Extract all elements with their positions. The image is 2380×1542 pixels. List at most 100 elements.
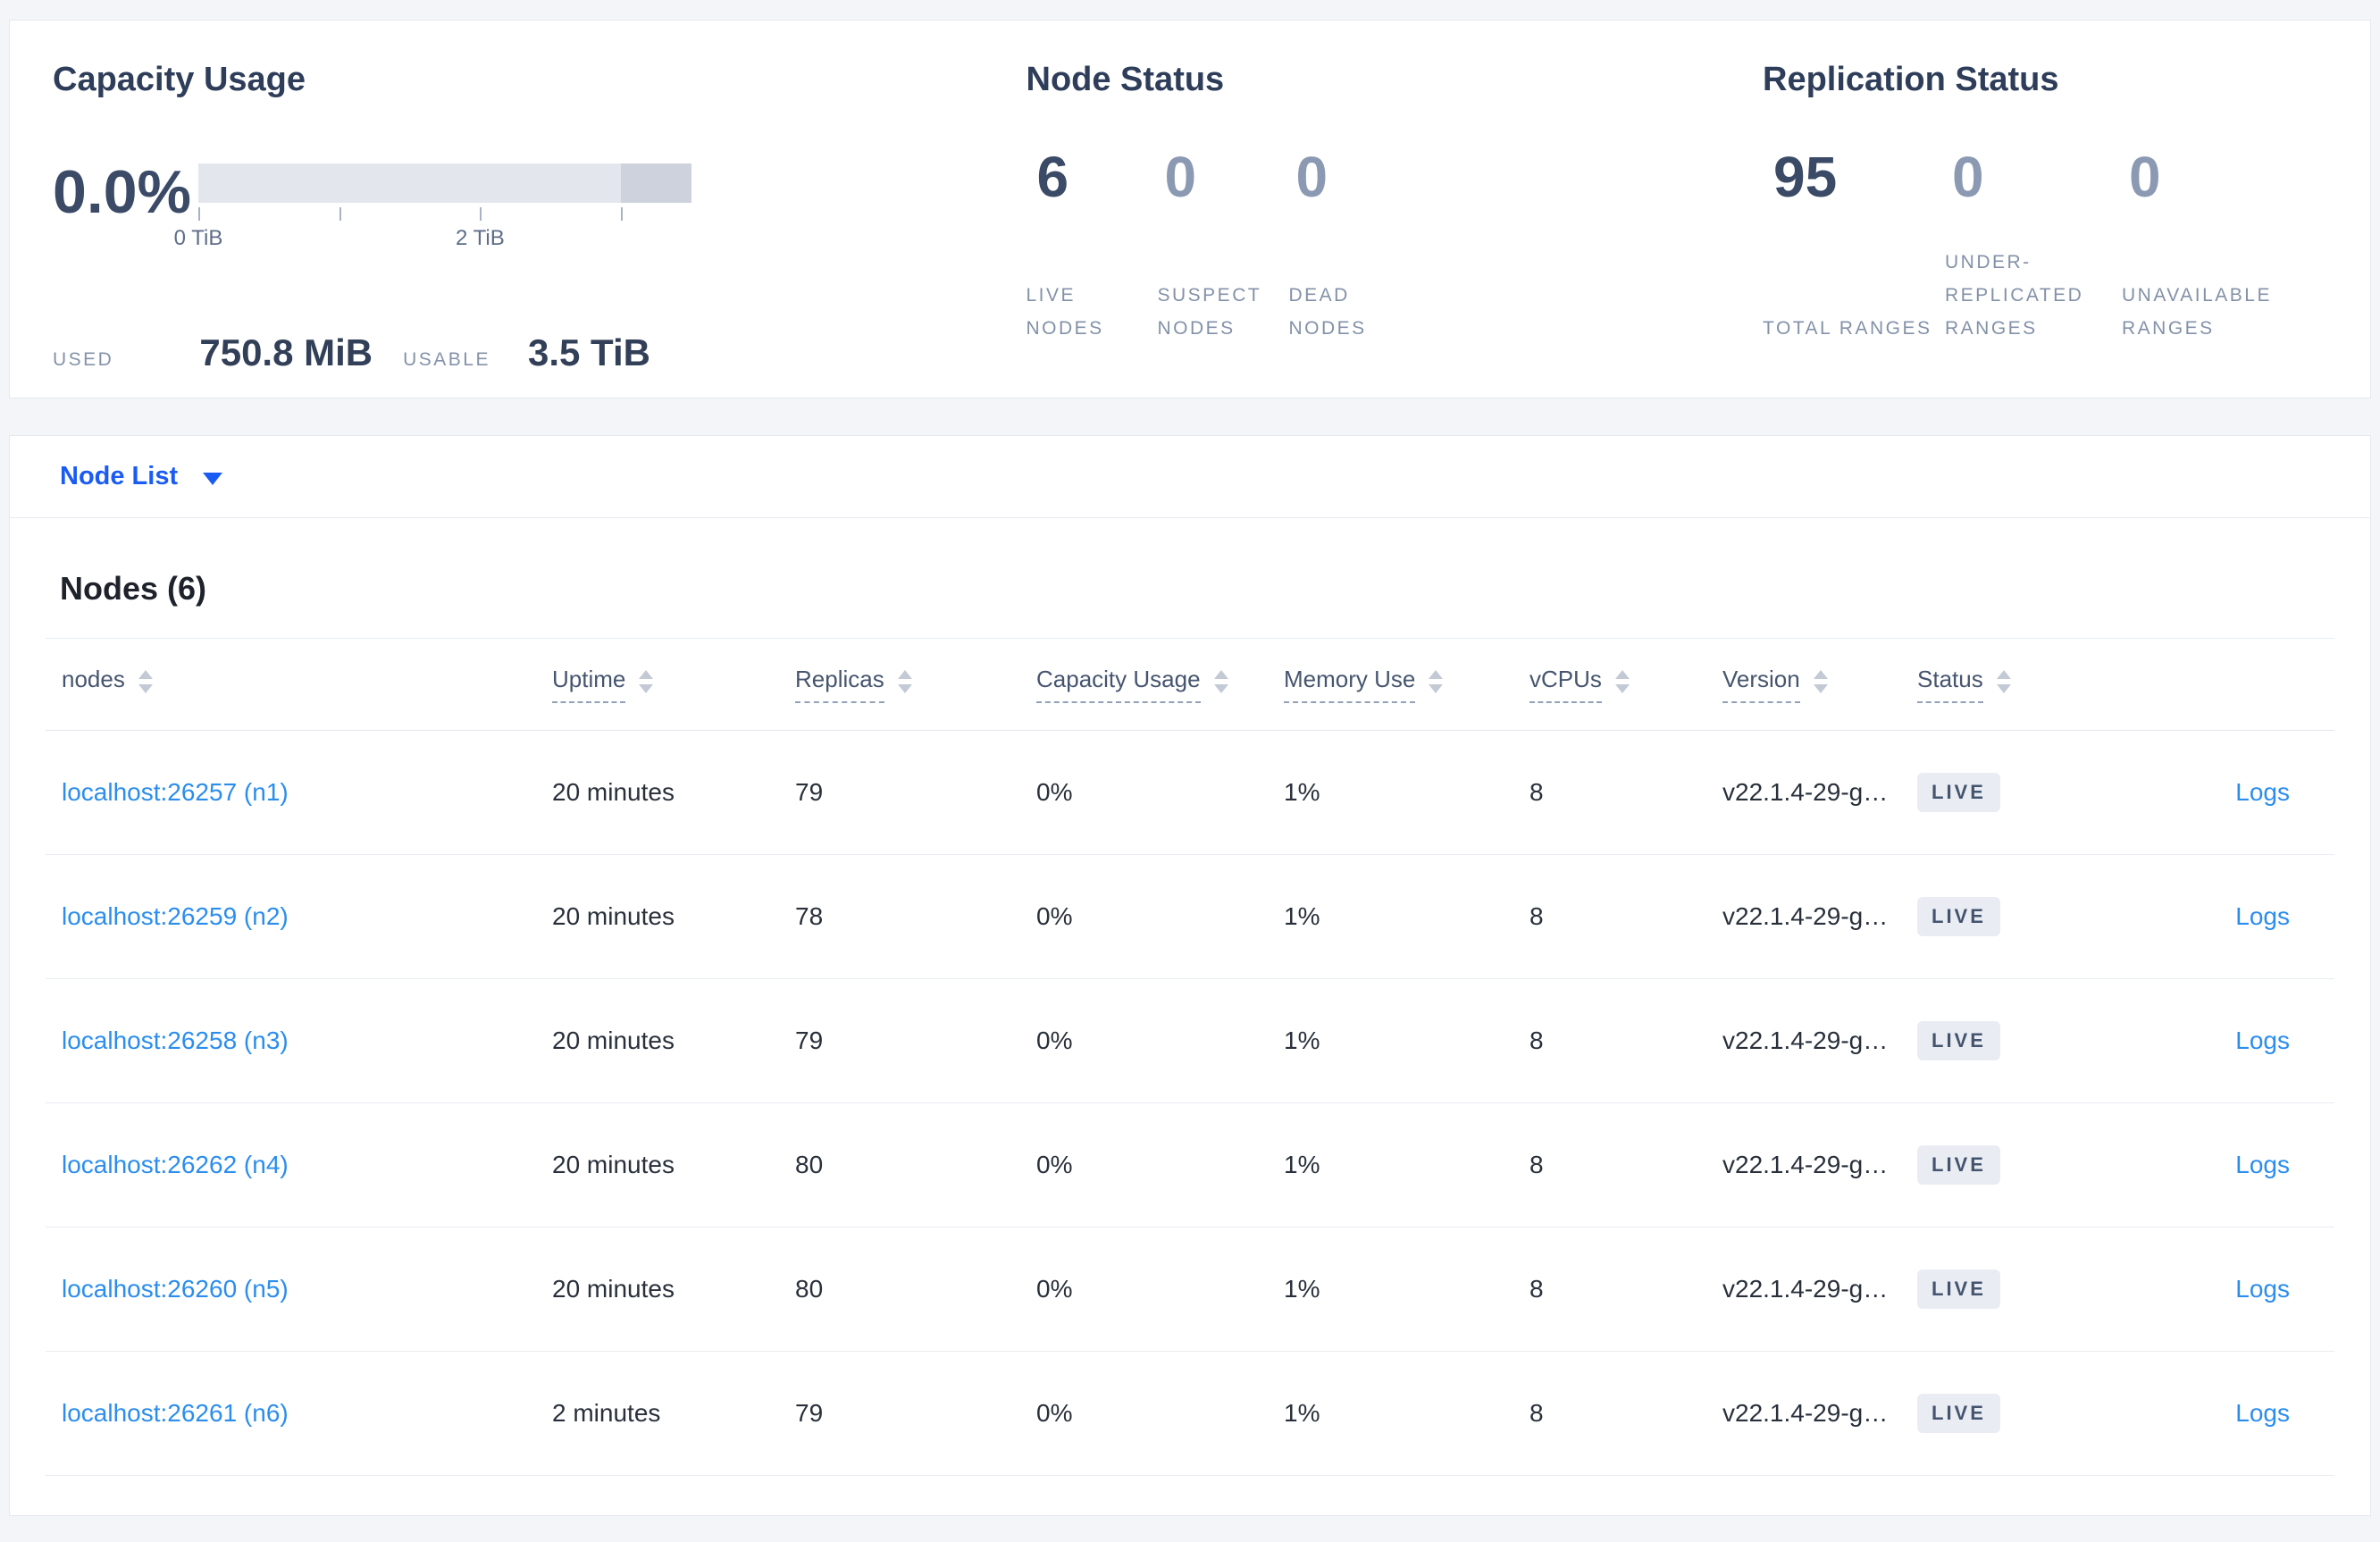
node-list-dropdown[interactable]: Node List bbox=[60, 462, 223, 491]
axis-tick bbox=[339, 206, 341, 221]
sort-icon bbox=[897, 670, 912, 693]
total-ranges-stat: 95 TOTAL RANGES bbox=[1763, 147, 1945, 346]
node-link[interactable]: localhost:26260 (n5) bbox=[62, 1275, 289, 1303]
version-cell: v22.1.4-29-g… bbox=[1722, 902, 1889, 930]
column-header-vcpus[interactable]: vCPUs bbox=[1529, 666, 1630, 703]
node-link[interactable]: localhost:26259 (n2) bbox=[62, 902, 289, 930]
unavailable-ranges-stat: 0 UNAVAILABLE RANGES bbox=[2122, 147, 2327, 346]
version-cell: v22.1.4-29-g… bbox=[1722, 1275, 1889, 1303]
logs-link[interactable]: Logs bbox=[2235, 1399, 2290, 1427]
column-header-status[interactable]: Status bbox=[1917, 666, 2011, 703]
table-row: localhost:26262 (n4) 20 minutes 80 0% 1%… bbox=[46, 1103, 2334, 1228]
total-ranges-value: 95 bbox=[1773, 144, 1838, 209]
under-replicated-ranges-stat: 0 UNDER-REPLICATED RANGES bbox=[1945, 147, 2122, 346]
node-link[interactable]: localhost:26262 (n4) bbox=[62, 1151, 289, 1178]
status-badge: LIVE bbox=[1917, 773, 2000, 812]
capacity-usage-cell: 0% bbox=[1036, 1027, 1073, 1054]
used-value: 750.8 MiB bbox=[199, 331, 373, 373]
dead-nodes-value: 0 bbox=[1295, 144, 1328, 209]
memory-use-cell: 1% bbox=[1284, 1275, 1320, 1303]
view-selector-bar: Node List bbox=[10, 436, 2370, 518]
sort-icon bbox=[1996, 670, 2011, 693]
replicas-cell: 79 bbox=[795, 1027, 824, 1054]
live-nodes-label: LIVE NODES bbox=[1026, 285, 1104, 339]
column-header-version[interactable]: Version bbox=[1722, 666, 1828, 703]
replicas-cell: 79 bbox=[795, 778, 824, 806]
replicas-cell: 79 bbox=[795, 1399, 824, 1427]
uptime-cell: 20 minutes bbox=[552, 1151, 675, 1178]
node-list-dropdown-label: Node List bbox=[60, 462, 179, 490]
axis-tick bbox=[480, 206, 482, 221]
logs-link[interactable]: Logs bbox=[2235, 1151, 2290, 1178]
suspect-nodes-label: SUSPECT NODES bbox=[1157, 285, 1261, 339]
table-row: localhost:26259 (n2) 20 minutes 78 0% 1%… bbox=[46, 855, 2334, 979]
logs-link[interactable]: Logs bbox=[2235, 902, 2290, 930]
table-row: localhost:26261 (n6) 2 minutes 79 0% 1% … bbox=[46, 1352, 2334, 1476]
dead-nodes-stat: 0 DEAD NODES bbox=[1289, 147, 1441, 346]
table-row: localhost:26258 (n3) 20 minutes 79 0% 1%… bbox=[46, 979, 2334, 1103]
capacity-axis-labels: 0 TiB 2 TiB bbox=[174, 222, 691, 250]
status-badge: LIVE bbox=[1917, 1394, 2000, 1433]
logs-link[interactable]: Logs bbox=[2235, 1275, 2290, 1303]
vcpus-cell: 8 bbox=[1529, 902, 1544, 930]
sort-icon bbox=[1813, 670, 1828, 693]
axis-tick-label: 2 TiB bbox=[456, 225, 505, 250]
version-cell: v22.1.4-29-g… bbox=[1722, 778, 1889, 806]
under-replicated-ranges-value: 0 bbox=[1952, 144, 1984, 209]
status-badge: LIVE bbox=[1917, 1270, 2000, 1309]
uptime-cell: 20 minutes bbox=[552, 778, 675, 806]
capacity-usage-cell: 0% bbox=[1036, 1275, 1073, 1303]
total-ranges-label: TOTAL RANGES bbox=[1763, 317, 1932, 339]
column-header-capacity-usage[interactable]: Capacity Usage bbox=[1036, 666, 1228, 703]
sort-icon bbox=[1429, 670, 1444, 693]
memory-use-cell: 1% bbox=[1284, 1151, 1320, 1178]
replication-status-panel: Replication Status 95 TOTAL RANGES 0 UND… bbox=[1763, 60, 2327, 398]
uptime-cell: 2 minutes bbox=[552, 1399, 661, 1427]
column-header-uptime[interactable]: Uptime bbox=[552, 666, 654, 703]
capacity-usage-cell: 0% bbox=[1036, 1399, 1073, 1427]
unavailable-ranges-value: 0 bbox=[2129, 144, 2161, 209]
column-header-replicas[interactable]: Replicas bbox=[795, 666, 912, 703]
node-link[interactable]: localhost:26258 (n3) bbox=[62, 1027, 289, 1054]
vcpus-cell: 8 bbox=[1529, 778, 1544, 806]
status-badge: LIVE bbox=[1917, 1145, 2000, 1185]
capacity-usage-cell: 0% bbox=[1036, 1151, 1073, 1178]
sort-icon bbox=[1213, 670, 1228, 693]
axis-tick bbox=[621, 206, 624, 221]
capacity-usage-cell: 0% bbox=[1036, 902, 1073, 930]
memory-use-cell: 1% bbox=[1284, 778, 1320, 806]
table-row: localhost:26257 (n1) 20 minutes 79 0% 1%… bbox=[46, 731, 2334, 855]
uptime-cell: 20 minutes bbox=[552, 1275, 675, 1303]
suspect-nodes-value: 0 bbox=[1164, 144, 1197, 209]
column-header-memory-use[interactable]: Memory Use bbox=[1284, 666, 1444, 703]
column-header-nodes[interactable]: nodes bbox=[62, 666, 153, 703]
logs-link[interactable]: Logs bbox=[2235, 778, 2290, 806]
axis-tick bbox=[198, 206, 200, 221]
capacity-bar-chart: 0 TiB 2 TiB bbox=[174, 163, 691, 250]
live-nodes-value: 6 bbox=[1036, 144, 1069, 209]
capacity-usage-title: Capacity Usage bbox=[53, 61, 306, 98]
vcpus-cell: 8 bbox=[1529, 1275, 1544, 1303]
suspect-nodes-stat: 0 SUSPECT NODES bbox=[1158, 147, 1289, 346]
logs-link[interactable]: Logs bbox=[2235, 1027, 2290, 1054]
capacity-percent-value: 0.0% bbox=[53, 157, 191, 226]
replicas-cell: 78 bbox=[795, 902, 824, 930]
vcpus-cell: 8 bbox=[1529, 1027, 1544, 1054]
vcpus-cell: 8 bbox=[1529, 1399, 1544, 1427]
memory-use-cell: 1% bbox=[1284, 1027, 1320, 1054]
used-label: USED bbox=[53, 348, 114, 370]
node-status-panel: Node Status 6 LIVE NODES 0 SUSPECT NODES… bbox=[1027, 60, 1764, 398]
nodes-table-header: nodes Uptime Replicas Capacity Usage Mem… bbox=[46, 639, 2334, 731]
nodes-count-heading: Nodes (6) bbox=[60, 570, 207, 607]
chevron-down-icon bbox=[203, 472, 223, 485]
capacity-axis-ticks bbox=[198, 203, 691, 222]
node-link[interactable]: localhost:26257 (n1) bbox=[62, 778, 289, 806]
uptime-cell: 20 minutes bbox=[552, 1027, 675, 1054]
replicas-cell: 80 bbox=[795, 1151, 824, 1178]
version-cell: v22.1.4-29-g… bbox=[1722, 1399, 1889, 1427]
nodes-table: nodes Uptime Replicas Capacity Usage Mem… bbox=[46, 638, 2334, 1476]
dead-nodes-label: DEAD NODES bbox=[1288, 285, 1367, 339]
memory-use-cell: 1% bbox=[1284, 902, 1320, 930]
node-link[interactable]: localhost:26261 (n6) bbox=[62, 1399, 289, 1427]
usable-value: 3.5 TiB bbox=[528, 331, 650, 373]
